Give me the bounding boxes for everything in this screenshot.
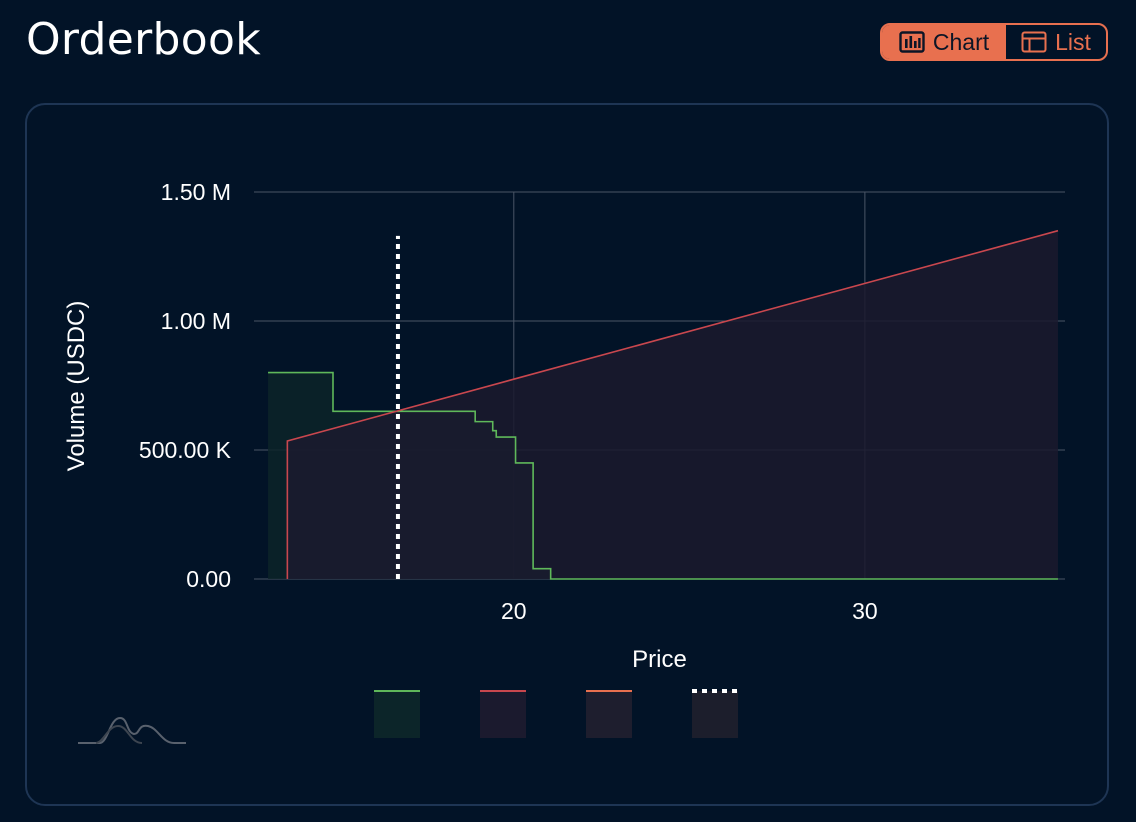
x-tick-label: 30 (852, 598, 878, 624)
x-tick-label: 20 (501, 598, 527, 624)
legend-swatch-4 (692, 691, 738, 738)
y-tick-label: 1.00 M (161, 308, 231, 334)
legend-swatch-2 (480, 691, 526, 738)
view-toggle: Chart List (880, 23, 1108, 61)
chart-view-label: Chart (932, 28, 990, 55)
series-2-area (287, 230, 1058, 579)
page-title: Orderbook (26, 14, 261, 65)
legend-swatch-1 (374, 691, 420, 738)
legend-swatch-3 (586, 691, 632, 738)
series-2-line (286, 229, 1059, 579)
series-1-line (268, 371, 1058, 580)
y-tick-label: 1.50 M (161, 179, 231, 205)
list-view-label: List (1055, 28, 1091, 55)
y-axis-label: Volume (USDC) (63, 301, 90, 472)
y-tick-label: 0.00 (186, 566, 231, 592)
bar-chart-icon (899, 31, 925, 53)
mountains-logo-icon (78, 716, 186, 744)
list-view-button[interactable]: List (1006, 25, 1106, 59)
y-tick-label: 500.00 K (139, 437, 232, 463)
orderbook-chart-card (25, 103, 1109, 806)
x-axis-label: Price (632, 646, 687, 673)
chart-view-button[interactable]: Chart (882, 25, 1006, 59)
table-icon (1021, 31, 1047, 53)
